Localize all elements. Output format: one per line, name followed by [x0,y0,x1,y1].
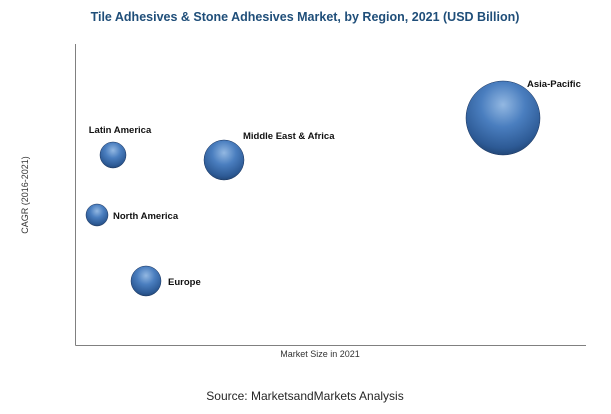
bubble-label-middle-east-africa: Middle East & Africa [243,131,335,142]
source-text: Source: MarketsandMarkets Analysis [206,389,403,403]
bubble-latin-america [99,141,127,169]
bubble-middle-east-africa [203,139,245,181]
bubble-north-america [85,203,109,227]
bubble-label-north-america: North America [113,211,179,222]
x-axis-label: Market Size in 2021 [280,349,360,359]
bubble-label-asia-pacific: Asia-Pacific [527,79,581,90]
y-axis-label: CAGR (2016-2021) [20,156,30,234]
bubble-label-latin-america: Latin America [89,125,152,136]
chart-title: Tile Adhesives & Stone Adhesives Market,… [91,10,520,24]
bubbles-group: Latin America Middle East & Africa North A… [85,79,581,297]
bubble-label-europe: Europe [168,277,201,288]
bubble-europe [130,265,162,297]
bubble-asia-pacific [465,80,541,156]
